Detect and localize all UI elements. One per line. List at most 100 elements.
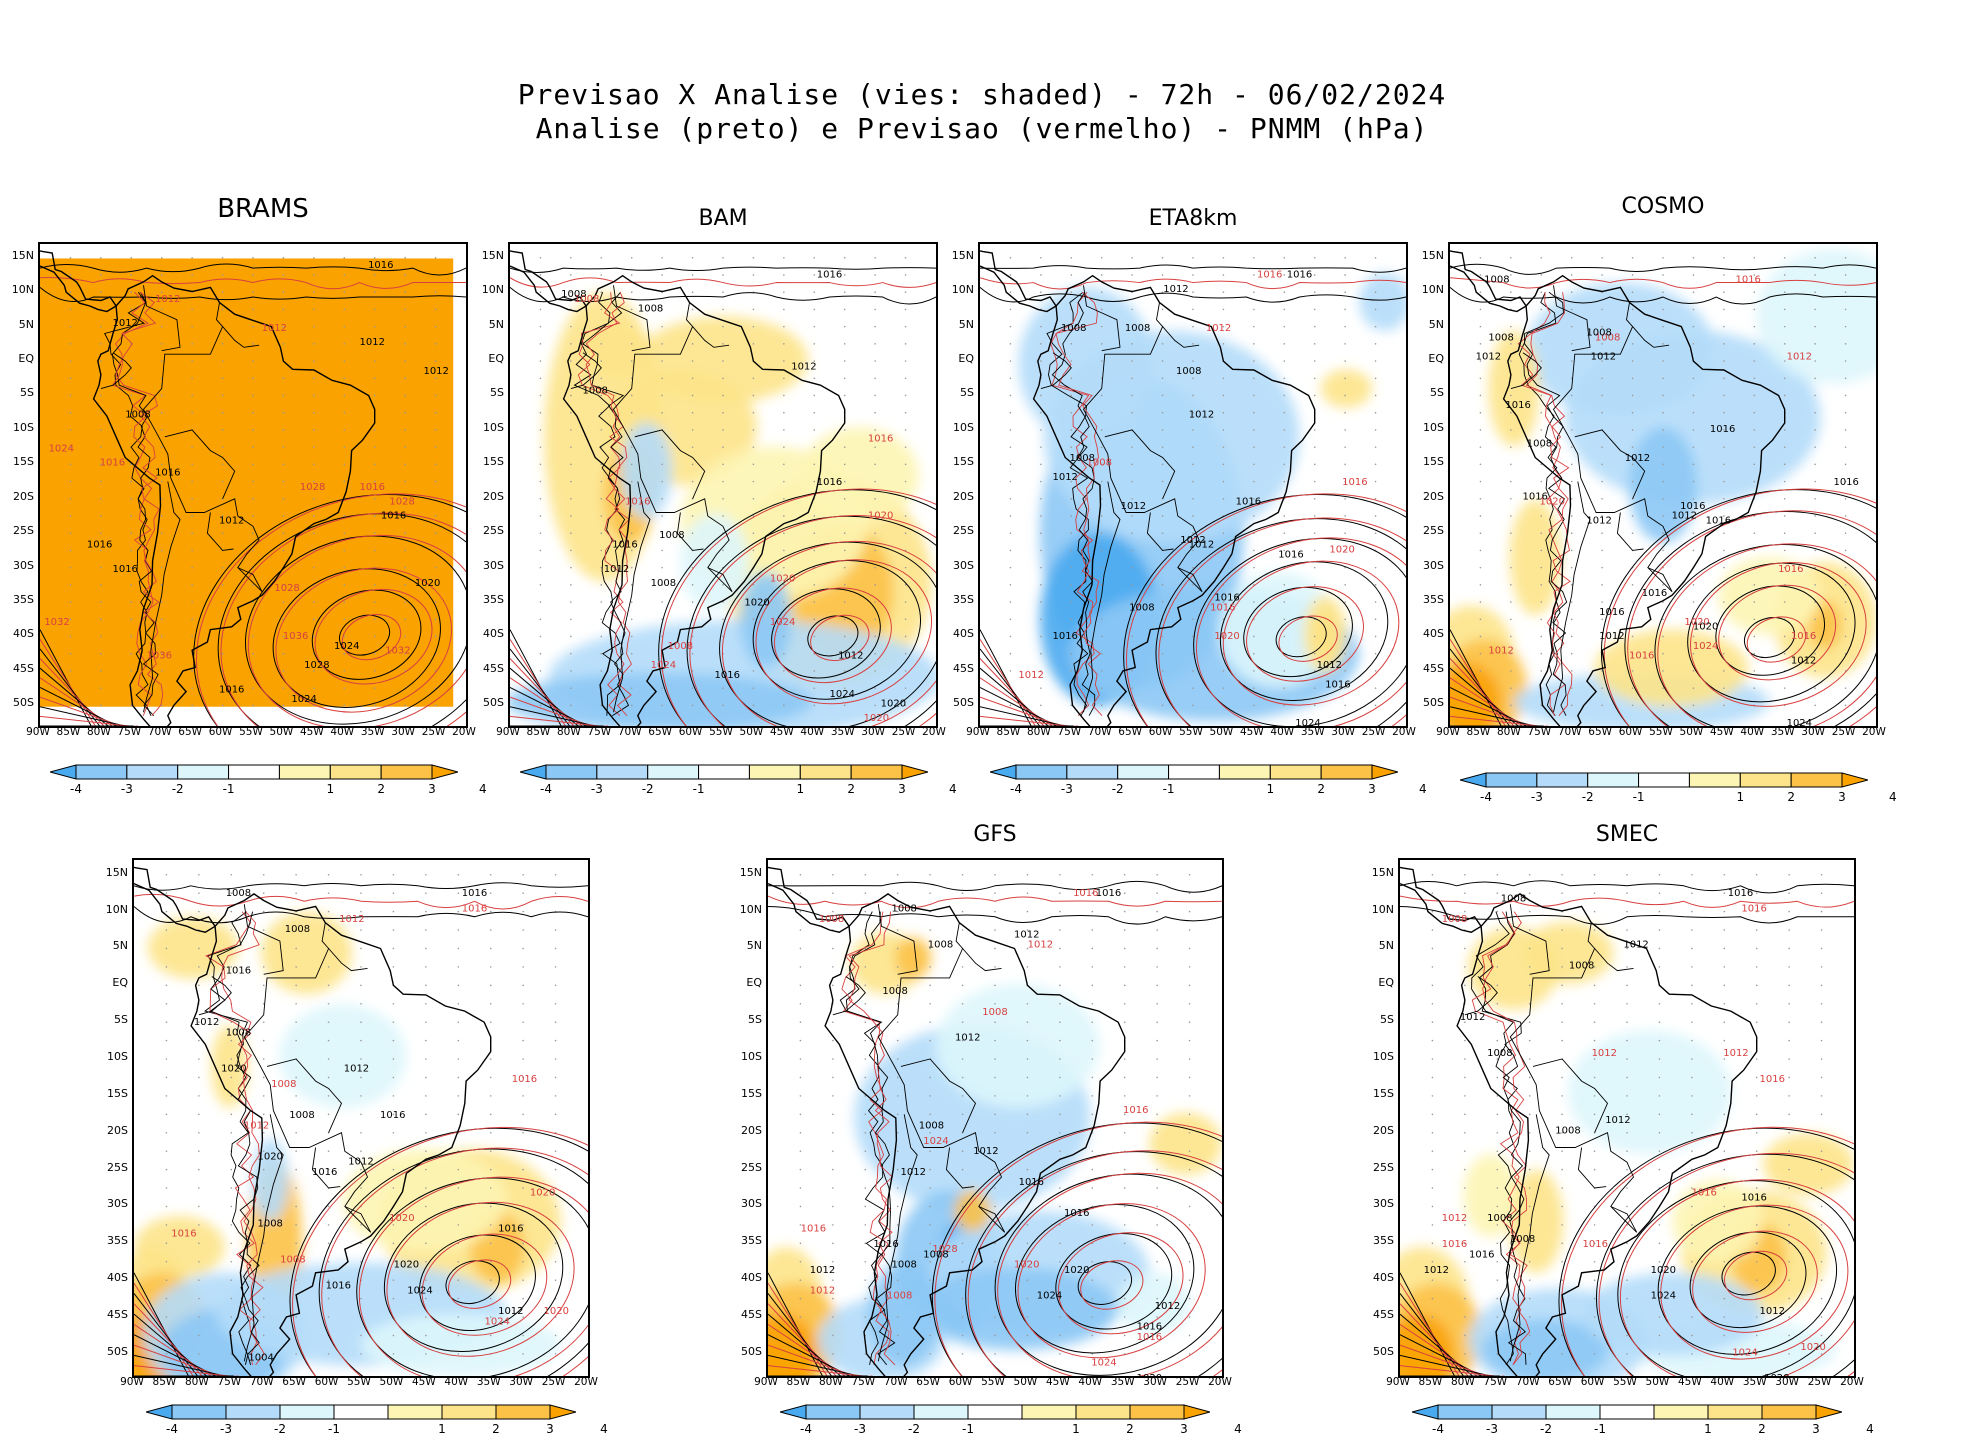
analysis-isobar-label: 1012 (1460, 1012, 1485, 1023)
grid-dot (313, 429, 315, 431)
andes-contour (1046, 291, 1089, 716)
grid-dot (404, 360, 406, 362)
grid-dot (1692, 429, 1695, 431)
grid-dot (1510, 480, 1512, 483)
grid-dot (1755, 1168, 1758, 1171)
lat-tick-label: 10N (951, 283, 974, 297)
grid-dot (994, 1353, 996, 1355)
grid-dot (489, 1131, 492, 1134)
south-america-coast (824, 893, 1126, 1376)
grid-dot (1188, 1113, 1191, 1116)
grid-dot (191, 308, 193, 311)
grid-dot (191, 704, 193, 707)
grid-dot (100, 274, 102, 276)
grid-dot (1192, 566, 1194, 569)
grid-dot (874, 584, 876, 586)
grid-dot (1783, 635, 1786, 638)
bias-blob (1320, 369, 1372, 408)
grid-dot (221, 411, 224, 414)
isobar-forecast (1246, 586, 1364, 682)
isobar-sw (510, 696, 592, 726)
grid-dot (230, 1131, 233, 1134)
grid-dot (1820, 1334, 1823, 1337)
grid-dot (630, 687, 633, 689)
grid-dot (1009, 515, 1012, 517)
grid-dot (1723, 704, 1725, 707)
country-border (206, 512, 234, 551)
grid-dot (799, 1260, 802, 1263)
grid-dot (1692, 532, 1695, 534)
colorbar-tick-label: 1 (438, 1422, 446, 1436)
grid-dot (1510, 687, 1512, 689)
grid-dot (783, 360, 785, 362)
country-border (237, 567, 263, 592)
grid-dot (252, 584, 254, 586)
grid-dot (1344, 274, 1346, 276)
grid-dot (1753, 601, 1756, 603)
grid-dot (1059, 873, 1061, 876)
grid-dot (221, 532, 224, 534)
grid-dot (1844, 601, 1847, 603)
grid-dot (252, 360, 254, 362)
bias-blob (1763, 1133, 1854, 1196)
grid-dot (832, 1279, 834, 1281)
grid-dot (1188, 1039, 1191, 1042)
grid-dot (425, 1113, 427, 1116)
grid-dot (1662, 515, 1664, 517)
grid-dot (661, 549, 663, 552)
grid-dot (570, 429, 572, 431)
grid-dot (1692, 308, 1695, 311)
grid-dot (392, 1187, 395, 1189)
grid-dot (1593, 1076, 1596, 1079)
grid-dot (1188, 966, 1191, 968)
grid-dot (1283, 704, 1286, 707)
grid-dot (295, 1095, 297, 1097)
grid-dot (313, 446, 315, 448)
grid-dot (843, 566, 846, 569)
grid-dot (1662, 463, 1664, 466)
analysis-isobar-label: 1016 (498, 1224, 523, 1235)
grid-dot (1561, 1187, 1563, 1189)
grid-dot (392, 947, 395, 950)
analysis-isobar-label: 1012 (498, 1306, 523, 1317)
grid-dot (69, 325, 72, 328)
grid-dot (722, 411, 724, 414)
grid-dot (1123, 892, 1126, 894)
grid-dot (661, 343, 663, 345)
grid-dot (343, 601, 346, 603)
grid-dot (1723, 1021, 1726, 1023)
colorbar-tick-label: 2 (847, 782, 855, 796)
forecast-isobar-label: 1012 (1018, 670, 1043, 681)
map-panel-bam: 1008 1016 1020 1020 1024 1008 1024 1020 1016 1016… (508, 242, 938, 728)
grid-dot (343, 291, 346, 293)
grid-dot (1570, 566, 1573, 569)
grid-dot (1783, 256, 1786, 259)
grid-dot (1059, 1334, 1061, 1337)
grid-dot (1161, 256, 1164, 259)
grid-dot (1188, 1260, 1191, 1263)
lat-tick-label: 20S (1423, 489, 1444, 503)
grid-dot (799, 910, 802, 913)
country-border (143, 285, 181, 352)
isobar-analysis (272, 568, 441, 709)
lon-tick-label: 60W (208, 726, 233, 738)
grid-dot (191, 687, 193, 689)
grid-dot (1070, 325, 1073, 328)
grid-dot (1344, 480, 1346, 483)
grid-dot (1009, 635, 1012, 638)
grid-dot (691, 687, 694, 689)
grid-dot (1510, 446, 1512, 448)
forecast-isobar-label: 1016 (1137, 1332, 1162, 1343)
grid-dot (1561, 1260, 1563, 1263)
grid-dot (457, 910, 460, 913)
grid-dot (1253, 704, 1255, 707)
grid-dot (1156, 1113, 1158, 1116)
grid-dot (392, 892, 395, 894)
colorbar-swatch (1117, 764, 1170, 780)
grid-dot (1479, 618, 1482, 621)
lon-tick-label: 80W (1450, 1376, 1475, 1388)
grid-dot (896, 1168, 899, 1171)
isobar-north (1400, 880, 1854, 894)
grid-dot (1528, 966, 1531, 968)
grid-dot (343, 308, 346, 311)
